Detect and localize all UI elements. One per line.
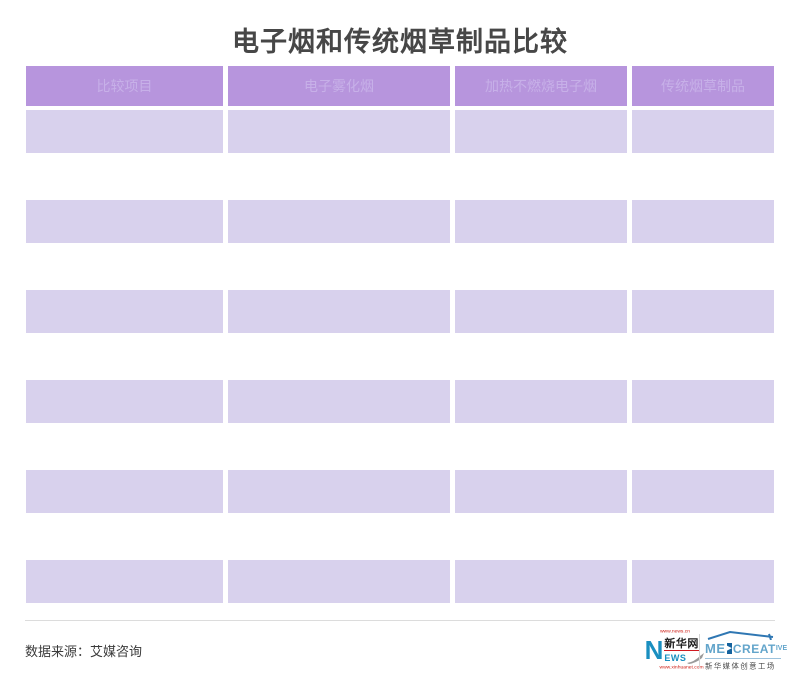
table-cell: [26, 110, 223, 153]
table-cell: [228, 110, 450, 153]
table-cell: [455, 560, 627, 603]
xinhua-url-top: www.news.cn: [659, 628, 691, 634]
table-cell: [26, 200, 223, 243]
table-cell: [228, 290, 450, 333]
table-body: [26, 110, 774, 603]
table-cell: [632, 470, 774, 513]
xinhua-url-bottom: www.xinhuanet.com: [659, 664, 704, 670]
column-header: 加热不燃烧电子烟: [455, 66, 627, 106]
table-cell: [455, 470, 627, 513]
table-row: [26, 470, 774, 513]
table-cell: [632, 290, 774, 333]
table-cell: [632, 560, 774, 603]
logo-separator: [699, 634, 700, 668]
xinhua-wordmark: 新华网: [664, 638, 699, 651]
table-cell: [26, 290, 223, 333]
page-title: 电子烟和传统烟草制品比较: [232, 27, 568, 57]
medcreative-wordmark: ME ▶ CREAT IVE: [705, 641, 787, 659]
table-cell: [228, 470, 450, 513]
medcreative-logo: ME ▶ CREAT IVE 新华媒体创意工场: [705, 631, 787, 671]
table-row: [26, 110, 774, 153]
table-cell: [632, 380, 774, 423]
table-cell: [26, 560, 223, 603]
data-source-label: 数据来源：艾媒咨询: [25, 644, 143, 659]
med-ive-text: IVE: [775, 645, 788, 652]
table-cell: [228, 560, 450, 603]
table-row: [26, 560, 774, 603]
table-cell: [228, 380, 450, 423]
table-cell: [632, 200, 774, 243]
play-icon: ▶: [726, 643, 732, 654]
table-cell: [26, 470, 223, 513]
table-row: [26, 290, 774, 333]
table-cell: [455, 380, 627, 423]
pen-swoosh-icon: [687, 653, 705, 664]
table-cell: [632, 110, 774, 153]
med-me-text: ME: [705, 641, 726, 656]
comparison-table: 比较项目 电子雾化烟 加热不燃烧电子烟 传统烟草制品: [26, 66, 774, 603]
column-header: 传统烟草制品: [632, 66, 774, 106]
table-cell: [228, 200, 450, 243]
xinhua-n-mark: N: [644, 635, 664, 665]
roof-icon: [707, 631, 774, 640]
xinhua-ews-text: EWS: [664, 652, 687, 663]
table-header-row: 比较项目 电子雾化烟 加热不燃烧电子烟 传统烟草制品: [26, 66, 774, 106]
table-cell: [455, 110, 627, 153]
table-cell: [455, 200, 627, 243]
column-header: 电子雾化烟: [228, 66, 450, 106]
table-row: [26, 200, 774, 243]
medcreative-subtitle: 新华媒体创意工场: [705, 662, 776, 671]
table-cell: [26, 380, 223, 423]
xinhuanet-logo: www.news.cn N 新华网 EWS www.xinhuanet.com: [645, 628, 705, 673]
table-row: [26, 380, 774, 423]
med-creat-text: CREAT: [732, 641, 776, 656]
footer-divider: [25, 620, 775, 621]
table-cell: [455, 290, 627, 333]
column-header: 比较项目: [26, 66, 223, 106]
